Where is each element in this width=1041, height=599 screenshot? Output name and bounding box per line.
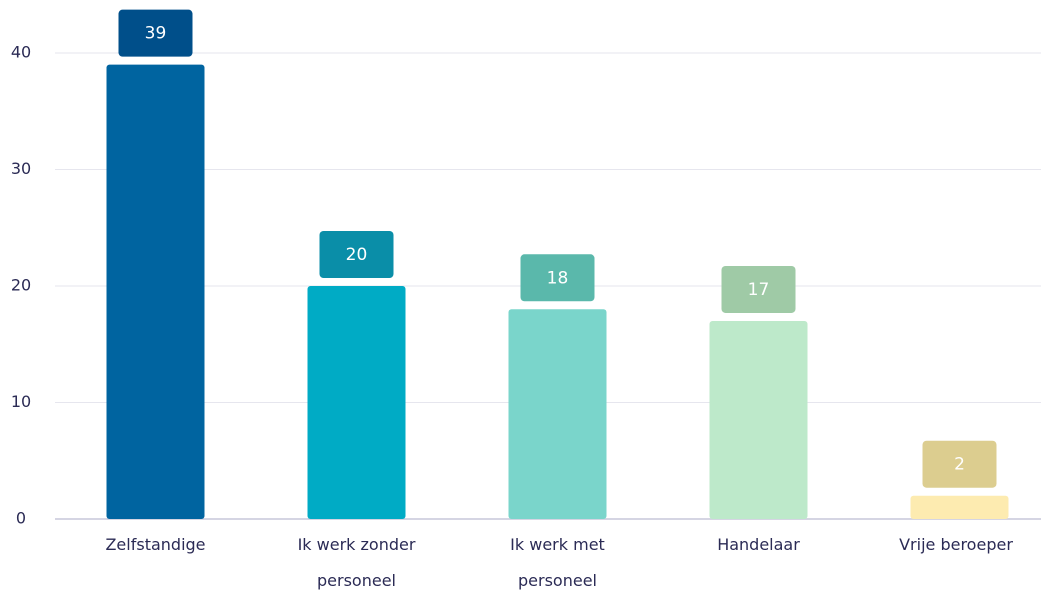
x-tick-label: Ik werk met personeel	[510, 535, 605, 590]
y-tick-label: 0	[16, 509, 26, 528]
value-label-box	[520, 254, 595, 302]
bar	[106, 64, 205, 520]
y-tick-label: 20	[11, 276, 31, 295]
bar	[910, 495, 1009, 519]
value-label: 20	[346, 245, 368, 265]
value-label: 2	[954, 455, 965, 475]
bar	[709, 320, 808, 519]
x-tick-label: Zelfstandige	[105, 535, 206, 554]
x-tick-label: Ik werk zonder personeel	[297, 535, 416, 590]
value-label: 17	[748, 280, 770, 300]
value-label-box	[118, 9, 193, 57]
value-label-box	[721, 265, 796, 313]
value-label: 18	[547, 268, 569, 288]
value-label-box	[922, 440, 997, 488]
y-tick-label: 40	[11, 43, 31, 62]
value-label: 39	[145, 24, 167, 44]
x-tick-label: Vrije beroeper	[899, 535, 1013, 554]
bar	[307, 286, 406, 519]
y-tick-label: 30	[11, 159, 31, 178]
x-tick-label: Handelaar	[717, 535, 800, 554]
value-label-box	[319, 231, 394, 278]
bar	[508, 309, 607, 519]
y-tick-label: 10	[11, 392, 31, 411]
